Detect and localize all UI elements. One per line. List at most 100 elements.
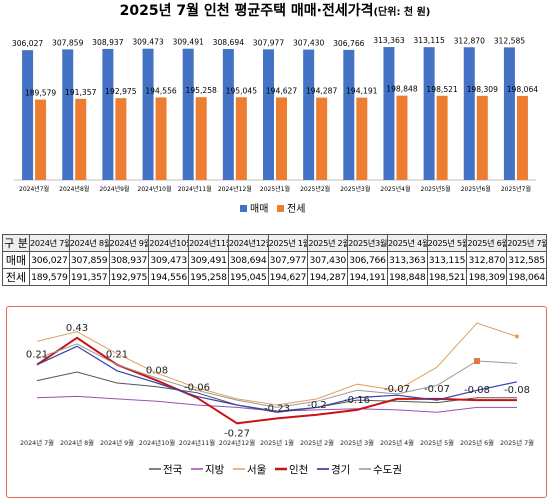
line-x-tick: 2024년11월 — [179, 438, 215, 447]
bar-label-sale: 307,859 — [52, 38, 84, 47]
bar-label-jeonse: 198,064 — [507, 85, 539, 94]
bar-jeonse — [75, 98, 87, 180]
table-cell: 191,357 — [68, 268, 110, 286]
line-data-label: 0.43 — [66, 323, 88, 334]
table-cell: 195,045 — [227, 268, 269, 286]
line-x-tick: 2024년 9월 — [100, 438, 134, 447]
bar-jeonse — [35, 99, 47, 180]
line-x-tick: 2025년 4월 — [380, 438, 414, 447]
bar-label-sale: 313,363 — [373, 36, 405, 45]
bar-label-sale: 307,977 — [253, 38, 285, 47]
table-row: 전세 189,579 191,357 192,975 194,556 195,258 195… — [2, 268, 547, 286]
table-header-cell: 2025년 4월 — [386, 234, 428, 252]
table-cell: 306,766 — [347, 251, 388, 269]
bar-x-tick: 2025년7월 — [501, 185, 531, 193]
bar-sale — [343, 49, 355, 181]
legend-swatch-jeonse — [277, 205, 284, 212]
bar-label-sale: 308,937 — [92, 38, 124, 47]
table-cell: 194,287 — [307, 268, 349, 286]
bar-label-sale: 308,694 — [213, 38, 245, 47]
bar-sale — [463, 47, 475, 180]
line-series-지방 — [36, 395, 517, 413]
bar-x-tick: 2024년12월 — [218, 185, 252, 193]
table-row-label: 전세 — [2, 268, 30, 286]
line-x-tick: 2025년 3월 — [340, 438, 374, 447]
legend-label-sale: 매매 — [250, 203, 268, 215]
line-data-label: 0.21 — [106, 350, 128, 361]
line-chart-panel: 0.21 0.43 0.21 0.08 -0.06 -0.27 -0.23 -0.2 -0.16… — [6, 306, 547, 498]
table-header-cell: 2025년3월 — [347, 234, 388, 252]
bar-jeonse — [356, 97, 368, 180]
bar-sale — [383, 47, 395, 180]
table-cell: 198,521 — [426, 268, 468, 286]
table-header-label: 구 분 — [2, 234, 30, 252]
bar-label-jeonse: 195,045 — [226, 86, 258, 95]
table-cell: 313,115 — [426, 251, 468, 269]
table-cell: 198,309 — [466, 268, 508, 286]
bar-label-sale: 309,491 — [172, 38, 204, 47]
table-cell: 309,473 — [148, 251, 190, 269]
bar-label-jeonse: 191,357 — [65, 88, 97, 97]
bar-label-jeonse: 189,579 — [25, 89, 57, 98]
bar-label-sale: 306,027 — [12, 39, 44, 48]
bar-sale — [222, 49, 234, 180]
title-unit: (단위: 천 원) — [373, 7, 431, 18]
bar-jeonse — [155, 97, 167, 180]
line-data-label: 0.21 — [26, 350, 48, 361]
table-cell: 313,363 — [386, 251, 428, 269]
table-cell: 194,191 — [347, 268, 388, 286]
bar-sale — [423, 47, 435, 181]
bar-label-sale: 312,585 — [494, 36, 526, 45]
line-data-label: -0.07 — [384, 384, 410, 395]
table-cell: 194,627 — [267, 268, 309, 286]
bar-x-tick: 2024년9월 — [99, 185, 129, 193]
title-text: 2025년 7월 인천 평균주택 매매·전세가격 — [119, 3, 374, 19]
table-header-cell: 2024년12월 — [227, 234, 269, 252]
bar-label-jeonse: 194,627 — [266, 86, 298, 95]
legend-label-서울: 서울 — [247, 464, 267, 476]
legend-swatch-sale — [240, 205, 247, 212]
bar-jeonse — [316, 97, 328, 180]
table-header-cell: 2025년 2월 — [307, 234, 349, 252]
table-cell: 308,694 — [227, 251, 269, 269]
table-header-cell: 2024년 9월 — [108, 234, 150, 252]
line-data-label: -0.23 — [264, 403, 290, 414]
line-series-수도권 — [36, 343, 518, 408]
bar-x-tick: 2025년2월 — [300, 185, 330, 193]
line-marker-capital — [474, 358, 480, 364]
table-body: 매매 306,027 307,859 308,937 309,473 309,491 308… — [2, 251, 547, 286]
bar-label-jeonse: 194,287 — [306, 87, 338, 96]
line-series-경기 — [36, 345, 518, 413]
line-series-서울 — [36, 322, 518, 406]
line-x-tick: 2024년 8월 — [60, 438, 94, 447]
table-cell: 308,937 — [108, 251, 150, 269]
line-marker-seoul — [515, 334, 519, 339]
line-x-tick: 2025년 5월 — [420, 438, 454, 447]
bar-jeonse — [235, 97, 247, 180]
table-cell: 312,870 — [466, 251, 508, 269]
bar-x-tick: 2025년5월 — [421, 185, 451, 193]
bar-label-sale: 306,766 — [333, 39, 365, 48]
bar-label-jeonse: 194,556 — [145, 86, 177, 95]
bar-label-jeonse: 198,309 — [467, 85, 499, 94]
bar-jeonse — [115, 98, 127, 180]
bar-x-tick: 2024년10월 — [138, 185, 172, 193]
bar-label-sale: 307,430 — [293, 39, 325, 48]
table-cell: 194,556 — [148, 268, 190, 286]
line-data-label: -0.06 — [184, 383, 210, 394]
table-row-label: 매매 — [2, 251, 30, 269]
bar-jeonse — [516, 95, 528, 180]
table-cell: 306,027 — [29, 251, 70, 269]
bar-label-jeonse: 194,191 — [346, 87, 378, 96]
legend-label-수도권: 수도권 — [373, 464, 402, 476]
table-cell: 189,579 — [29, 268, 70, 286]
bar-x-tick: 2024년7월 — [19, 185, 49, 193]
bar-jeonse — [195, 97, 207, 180]
line-x-tick: 2025년 1월 — [260, 438, 294, 447]
table-header-cell: 2024년10월 — [148, 234, 190, 252]
line-data-label: -0.2 — [307, 400, 327, 411]
line-data-label: -0.07 — [424, 384, 450, 395]
bar-x-tick: 2025년3월 — [340, 185, 370, 193]
table-row: 매매 306,027 307,859 308,937 309,473 309,491 308… — [2, 251, 547, 269]
bar-chart: 306,027 189,579 2024년7월 307,859 191,357 2024년… — [12, 36, 539, 215]
